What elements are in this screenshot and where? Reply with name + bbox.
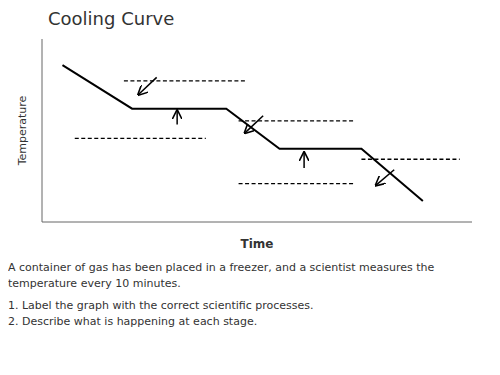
html-text:temperature every 10 minutes.: temperature every 10 minutes. [8,277,181,290]
html-text:Cooling Curve: Cooling Curve [48,8,175,29]
html-text:A container of gas has been pl: A container of gas has been placed in a … [8,261,435,274]
svg-text:Time: Time [241,237,274,251]
html-text:2. Describe what is happening: 2. Describe what is happening at each st… [8,315,258,328]
html-text:1. Label the graph with the co: 1. Label the graph with the correct scie… [8,299,314,312]
svg-text:Temperature: Temperature [16,95,29,166]
